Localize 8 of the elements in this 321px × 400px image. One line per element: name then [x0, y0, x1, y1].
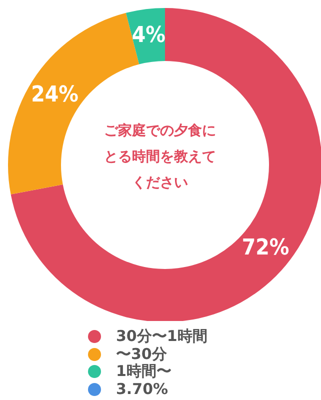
- text: ご家庭での夕食にとる時間を教えてください: [103, 122, 217, 193]
- data-label: 24%: [31, 82, 79, 108]
- data-label: 72%: [242, 236, 290, 261]
- legend-label: 〜30分: [116, 344, 167, 363]
- data-label: 4%: [132, 23, 166, 48]
- legend-label: 30分〜1時間: [116, 327, 208, 346]
- legend-label: 3.70%: [116, 380, 168, 398]
- legend-label: 1時間〜: [116, 362, 172, 382]
